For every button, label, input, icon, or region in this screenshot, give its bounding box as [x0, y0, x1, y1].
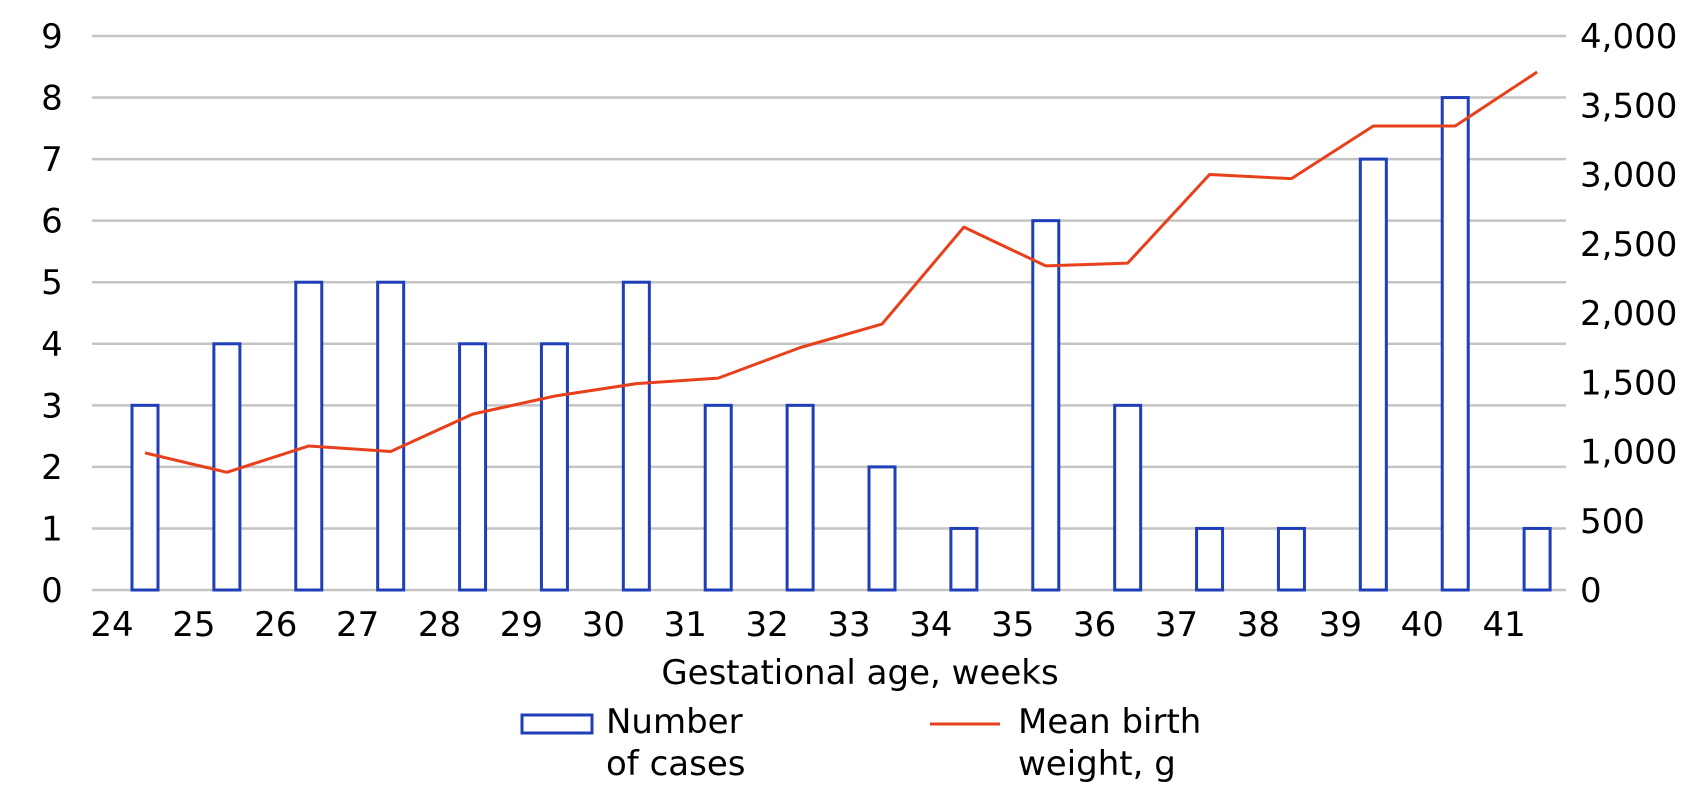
bar-cases-31	[703, 403, 733, 592]
x-tick-label: 40	[1401, 605, 1444, 645]
bar-cases-40	[1440, 96, 1470, 592]
x-tick-label: 36	[1073, 605, 1116, 645]
bar-cases-29	[539, 342, 569, 592]
left-tick-label: 3	[41, 386, 63, 426]
legend: Number of cases Mean birth weight, g	[520, 702, 1212, 784]
x-tick-label: 24	[90, 605, 133, 645]
x-tick-label: 29	[500, 605, 543, 645]
left-tick-label: 7	[41, 140, 63, 180]
x-tick-label: 30	[582, 605, 625, 645]
x-tick-label: 26	[254, 605, 297, 645]
bar-cases-26	[294, 280, 324, 592]
bar-cases-33	[867, 465, 897, 592]
x-axis-ticks: 24 25 26 27 28 29 30 31 32 33 34 35 36 37 38 39 40 41	[90, 605, 1525, 645]
right-tick-label: 1,000	[1580, 433, 1677, 473]
right-tick-label: 4,000	[1580, 17, 1677, 57]
right-tick-label: 1,500	[1580, 363, 1677, 403]
gridlines	[92, 34, 1566, 592]
bar-cases-30	[621, 280, 651, 592]
x-tick-label: 33	[827, 605, 870, 645]
x-tick-label: 39	[1319, 605, 1362, 645]
x-tick-label: 28	[418, 605, 461, 645]
left-tick-label: 6	[41, 202, 63, 242]
right-tick-label: 3,500	[1580, 86, 1677, 126]
bar-series	[130, 96, 1552, 592]
right-tick-label: 500	[1580, 502, 1645, 542]
right-tick-label: 2,500	[1580, 225, 1677, 265]
legend-bar-label-line1: Number	[606, 702, 743, 742]
left-axis-ticks: 0 1 2 3 4 5 6 7 8 9	[41, 17, 63, 611]
x-tick-label: 38	[1237, 605, 1280, 645]
bar-cases-38	[1276, 526, 1306, 592]
x-tick-label: 27	[336, 605, 379, 645]
bar-cases-35	[1031, 219, 1061, 592]
bar-cases-36	[1113, 403, 1143, 592]
x-tick-label: 34	[909, 605, 952, 645]
x-tick-label: 41	[1482, 605, 1525, 645]
left-tick-label: 2	[41, 448, 63, 488]
bar-cases-37	[1195, 526, 1225, 592]
x-tick-label: 37	[1155, 605, 1198, 645]
mean-birth-weight-line	[144, 70, 1538, 474]
svg-text:Number of cases: Number of cases	[606, 702, 753, 784]
x-axis-title: Gestational age, weeks	[661, 653, 1058, 693]
left-tick-label: 8	[41, 79, 63, 119]
legend-bar-swatch	[520, 713, 594, 735]
x-tick-label: 31	[664, 605, 707, 645]
bar-cases-39	[1358, 157, 1388, 592]
left-tick-label: 0	[41, 571, 63, 611]
right-tick-label: 0	[1580, 571, 1602, 611]
left-tick-label: 5	[41, 263, 63, 303]
right-tick-label: 3,000	[1580, 156, 1677, 196]
x-tick-label: 35	[991, 605, 1034, 645]
left-tick-label: 4	[41, 325, 63, 365]
legend-line-label-line2: weight, g	[1018, 744, 1176, 784]
bar-cases-41	[1522, 526, 1552, 592]
legend-line-label-line1: Mean birth	[1018, 702, 1201, 742]
svg-text:Mean birth weight, g: Mean birth weight, g	[1018, 702, 1212, 784]
right-axis-ticks: 0 500 1,000 1,500 2,000 2,500 3,000 3,500 4,000	[1580, 17, 1677, 611]
bar-cases-28	[458, 342, 488, 592]
bar-cases-34	[949, 526, 979, 592]
bar-cases-24	[130, 403, 160, 592]
x-tick-label: 32	[745, 605, 788, 645]
bar-cases-32	[785, 403, 815, 592]
legend-bar-label-line2: of cases	[606, 744, 745, 784]
left-tick-label: 9	[41, 17, 63, 57]
bar-cases-27	[376, 280, 406, 592]
right-tick-label: 2,000	[1580, 294, 1677, 334]
left-tick-label: 1	[41, 509, 63, 549]
line-series	[144, 70, 1538, 474]
bar-cases-25	[212, 342, 242, 592]
x-tick-label: 25	[172, 605, 215, 645]
